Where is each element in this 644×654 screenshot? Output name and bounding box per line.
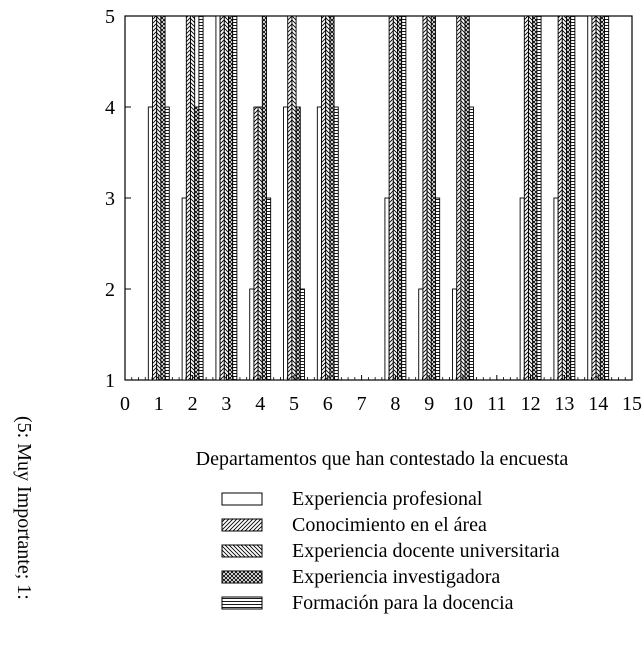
bar-horizontal-dept-4 — [266, 197, 272, 381]
legend-entry: Experiencia profesional — [292, 488, 483, 510]
x-tick-label: 5 — [289, 393, 299, 415]
bar-none-dept-4 — [249, 288, 255, 381]
bar-diag-left-dept-14 — [595, 15, 601, 381]
x-tick-label: 13 — [554, 393, 574, 415]
y-axis-label: (5: Muy Importante; 1: — [13, 416, 35, 600]
bar-none-dept-1 — [147, 106, 153, 381]
bar-diag-left-dept-1 — [156, 15, 162, 381]
bar-horizontal-dept-12 — [536, 15, 542, 381]
x-tick-label: 0 — [120, 393, 130, 415]
bar-diag-right-dept-9 — [422, 15, 428, 381]
bar-none-dept-9 — [418, 288, 424, 381]
x-tick-label: 10 — [453, 393, 473, 415]
bar-diag-right-dept-4 — [253, 106, 259, 381]
x-axis-ticks: 0 1 2 3 4 5 6 7 8 9 10 11 12 13 14 15 — [120, 375, 642, 415]
bars-group — [147, 15, 610, 381]
bar-diag-right-dept-10 — [456, 15, 462, 381]
bar-cross-dept-13 — [566, 15, 572, 381]
bar-none-dept-5 — [283, 106, 289, 381]
bar-diag-left-dept-10 — [460, 15, 466, 381]
bar-diag-right-dept-14 — [591, 15, 597, 381]
bar-horizontal-dept-1 — [164, 106, 170, 381]
bar-horizontal-dept-9 — [435, 197, 441, 381]
bar-none-dept-3 — [215, 15, 221, 381]
bar-diag-left-dept-6 — [325, 15, 331, 381]
bar-diag-left-dept-5 — [291, 15, 297, 381]
bar-diag-right-dept-12 — [523, 15, 529, 381]
bar-diag-right-dept-6 — [321, 15, 327, 381]
x-tick-label: 14 — [588, 393, 608, 415]
bar-cross-dept-10 — [464, 15, 470, 381]
bar-cross-dept-2 — [194, 106, 200, 381]
x-tick-label: 11 — [487, 393, 506, 415]
bar-cross-dept-5 — [295, 106, 301, 381]
bar-horizontal-dept-5 — [299, 288, 305, 381]
y-tick-label: 3 — [105, 188, 115, 210]
legend-swatch — [221, 492, 263, 506]
legend-swatch — [221, 544, 263, 558]
bar-none-dept-10 — [452, 288, 458, 381]
legend: Experiencia profesional Conocimiento en e… — [221, 488, 560, 614]
y-axis-ticks: 1 2 3 4 5 — [105, 6, 131, 392]
x-tick-label: 7 — [357, 393, 367, 415]
bar-diag-right-dept-13 — [557, 15, 563, 381]
bar-diag-left-dept-12 — [528, 15, 534, 381]
legend-swatch — [221, 570, 263, 584]
bar-diag-right-dept-2 — [185, 15, 191, 381]
x-tick-label: 6 — [323, 393, 333, 415]
legend-swatch — [221, 518, 263, 532]
x-tick-label: 4 — [255, 393, 265, 415]
legend-entry: Formación para la docencia — [292, 592, 514, 614]
bar-horizontal-dept-10 — [468, 106, 474, 381]
bar-diag-left-dept-13 — [561, 15, 567, 381]
bar-diag-left-dept-2 — [190, 15, 196, 381]
bar-diag-right-dept-5 — [287, 15, 293, 381]
bar-horizontal-dept-6 — [333, 106, 339, 381]
x-tick-label: 8 — [390, 393, 400, 415]
bar-none-dept-6 — [316, 106, 322, 381]
bar-diag-left-dept-8 — [392, 15, 398, 381]
legend-entry: Experiencia investigadora — [292, 566, 500, 588]
bar-diag-left-dept-3 — [223, 15, 229, 381]
bar-diag-left-dept-9 — [426, 15, 432, 381]
y-tick-label: 2 — [105, 279, 115, 301]
legend-swatch — [221, 596, 263, 610]
bar-cross-dept-8 — [397, 15, 403, 381]
bar-horizontal-dept-14 — [604, 15, 610, 381]
bar-none-dept-2 — [181, 197, 187, 381]
x-tick-label: 15 — [622, 393, 642, 415]
bar-cross-dept-12 — [532, 15, 538, 381]
bar-diag-right-dept-3 — [219, 15, 225, 381]
x-tick-label: 1 — [154, 393, 164, 415]
bar-horizontal-dept-8 — [401, 15, 407, 381]
bar-cross-dept-9 — [430, 15, 436, 381]
bar-cross-dept-1 — [160, 15, 166, 381]
bar-horizontal-dept-2 — [198, 15, 204, 381]
bar-none-dept-12 — [519, 197, 525, 381]
bar-none-dept-14 — [587, 15, 593, 381]
bar-horizontal-dept-13 — [570, 15, 576, 381]
bar-cross-dept-3 — [228, 15, 234, 381]
x-tick-label: 2 — [188, 393, 198, 415]
bar-diag-right-dept-1 — [152, 15, 158, 381]
bar-diag-right-dept-8 — [388, 15, 394, 381]
x-tick-label: 9 — [424, 393, 434, 415]
legend-entry: Experiencia docente universitaria — [292, 540, 560, 562]
x-tick-label: 3 — [221, 393, 231, 415]
x-tick-label: 12 — [521, 393, 541, 415]
y-tick-label: 1 — [105, 370, 115, 392]
bar-horizontal-dept-3 — [232, 15, 238, 381]
bar-cross-dept-4 — [261, 15, 267, 381]
legend-entry: Conocimiento en el área — [292, 514, 487, 536]
bar-cross-dept-6 — [329, 15, 335, 381]
bar-cross-dept-14 — [599, 15, 605, 381]
bar-none-dept-8 — [384, 197, 390, 381]
x-axis-label: Departamentos que han contestado la encu… — [196, 448, 569, 470]
y-tick-label: 4 — [105, 97, 115, 119]
bar-none-dept-13 — [553, 197, 559, 381]
bar-diag-left-dept-4 — [257, 106, 263, 381]
y-tick-label: 5 — [105, 6, 115, 28]
